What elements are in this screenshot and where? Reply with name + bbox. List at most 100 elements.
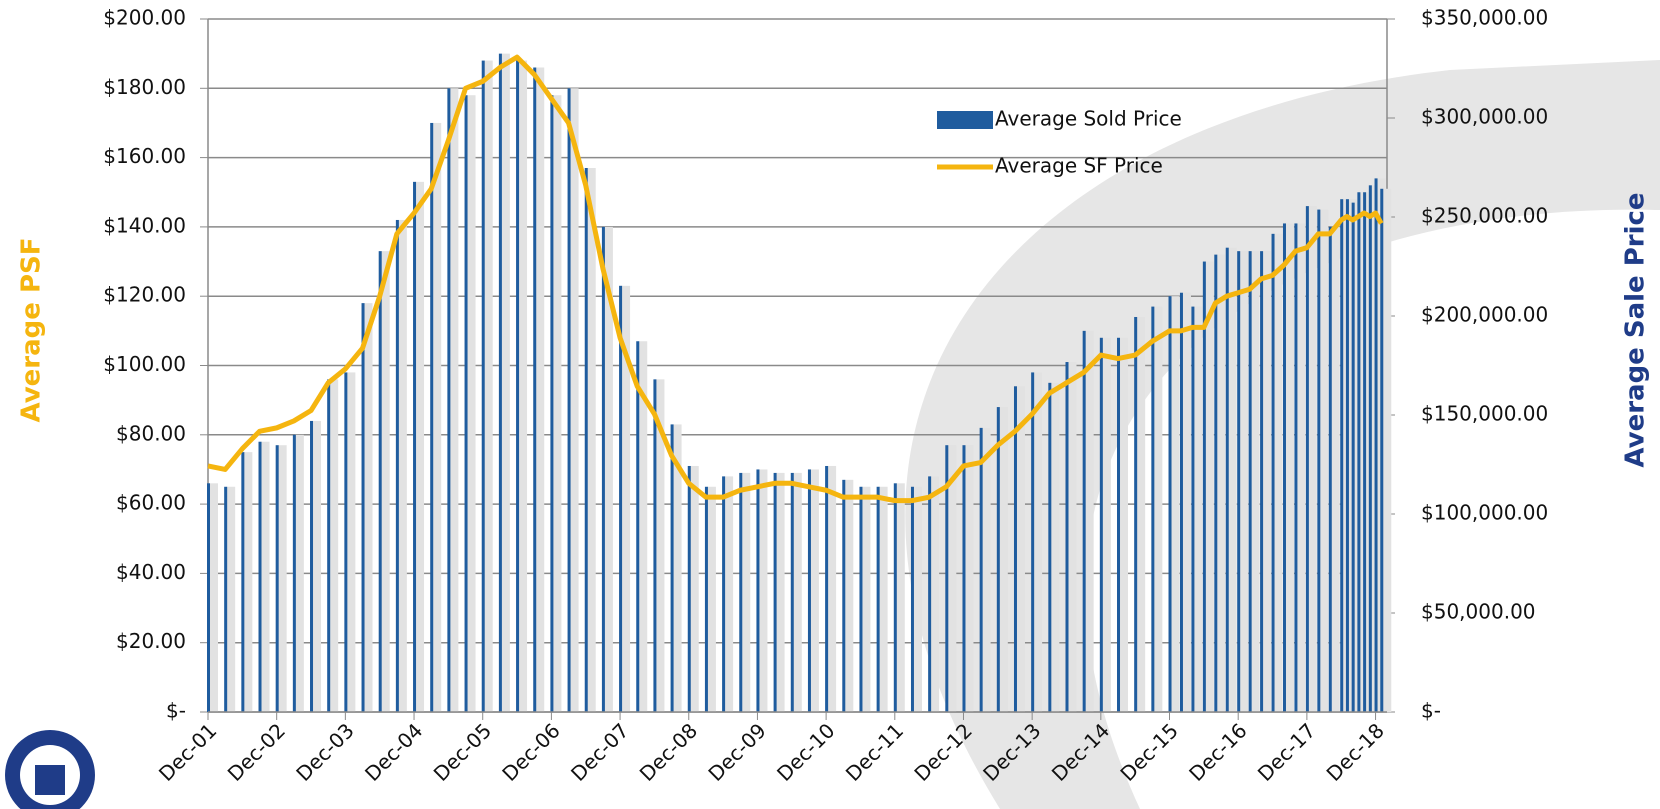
bar-shadow [792,472,802,712]
bar [928,476,932,712]
bar-shadow [1033,372,1043,712]
bar [825,465,829,712]
y2-tick-label: $250,000.00 [1421,204,1548,228]
x-tick-label: Dec-11 [841,718,908,785]
bar [1380,188,1384,712]
logo [5,730,95,809]
x-tick-label: Dec-07 [566,718,633,785]
x-tick-label: Dec-06 [497,718,564,785]
bar [687,465,691,712]
bar [447,88,451,713]
bar-shadow [432,122,442,712]
bar-shadow [397,219,407,712]
bar [481,60,485,712]
bar [1202,261,1206,712]
bar-shadow [1284,223,1294,712]
bar [361,303,365,712]
bar-shadow [964,445,974,712]
bar-shadow [844,479,854,712]
bar [945,445,949,712]
y2-tick-label: $150,000.00 [1421,402,1548,426]
y-tick-label: $20.00 [116,629,186,653]
bar [464,95,468,713]
bar-shadow [586,167,596,712]
bar-shadow [1204,261,1214,712]
x-tick-label: Dec-05 [429,718,496,785]
bar [1374,178,1378,712]
bar [996,407,1000,712]
bar [670,424,674,712]
bar [842,479,846,712]
bar [413,181,417,713]
bar-shadow [277,445,287,712]
bar [1357,192,1361,712]
y-tick-label: $200.00 [103,6,186,30]
bar-shadow [775,472,785,712]
bar [1191,306,1195,712]
bar [773,472,777,712]
bar-shadow [672,424,682,712]
bar [636,341,640,712]
x-tick-label: Dec-02 [223,718,290,785]
bar [344,372,348,712]
bar [876,486,880,712]
bar [1065,362,1069,712]
y-tick-label: $140.00 [103,213,186,237]
bar-shadow [809,469,819,712]
bar-shadow [415,181,425,713]
y2-tick-label: $- [1421,699,1441,723]
bar-shadow [260,441,270,712]
bar [258,441,262,712]
x-tick-label: Dec-03 [291,718,358,785]
bar [1305,206,1309,713]
bar [1048,382,1052,712]
bar-shadow [466,95,476,713]
bar-shadow [689,465,699,712]
x-tick-label: Dec-10 [772,718,839,785]
bar [807,469,811,712]
bar-shadow [1330,226,1340,712]
bar-shadow [1239,251,1249,712]
bar [224,486,228,712]
x-tick-label: Dec-16 [1184,718,1251,785]
bar [1099,337,1103,712]
bar [979,427,983,712]
bar-shadow [226,486,236,712]
bar [653,379,657,712]
bar-shadow [483,60,493,712]
bar [1340,199,1344,712]
y-tick-label: $120.00 [103,283,186,307]
bar [498,53,502,712]
bar-shadow [621,285,631,712]
bar-shadow [363,303,373,712]
bar [962,445,966,712]
bar-shadow [741,472,751,712]
x-tick-label: Dec-12 [909,718,976,785]
bar [1225,247,1229,712]
bar-shadow [1181,292,1191,712]
bar [1260,251,1264,712]
bar-shadow [1084,330,1094,712]
y-tick-label: $180.00 [103,75,186,99]
bar-shadow [706,486,716,712]
bar [310,420,314,712]
bar [1248,251,1252,712]
y2-tick-label: $50,000.00 [1421,600,1536,624]
y2-tick-label: $100,000.00 [1421,501,1548,525]
bar [893,483,897,712]
x-tick-label: Dec-08 [635,718,702,785]
bar-shadow [1101,337,1111,712]
bar-shadow [500,53,510,712]
bar [756,469,760,712]
bar [550,95,554,713]
x-tick-label: Dec-01 [154,718,221,785]
bar-shadow [981,427,991,712]
bar [1328,226,1332,712]
bar [739,472,743,712]
bar [533,67,537,712]
legend-swatch [937,111,993,129]
bar [1168,296,1172,712]
y-tick-label: $40.00 [116,560,186,584]
bar [275,445,279,712]
